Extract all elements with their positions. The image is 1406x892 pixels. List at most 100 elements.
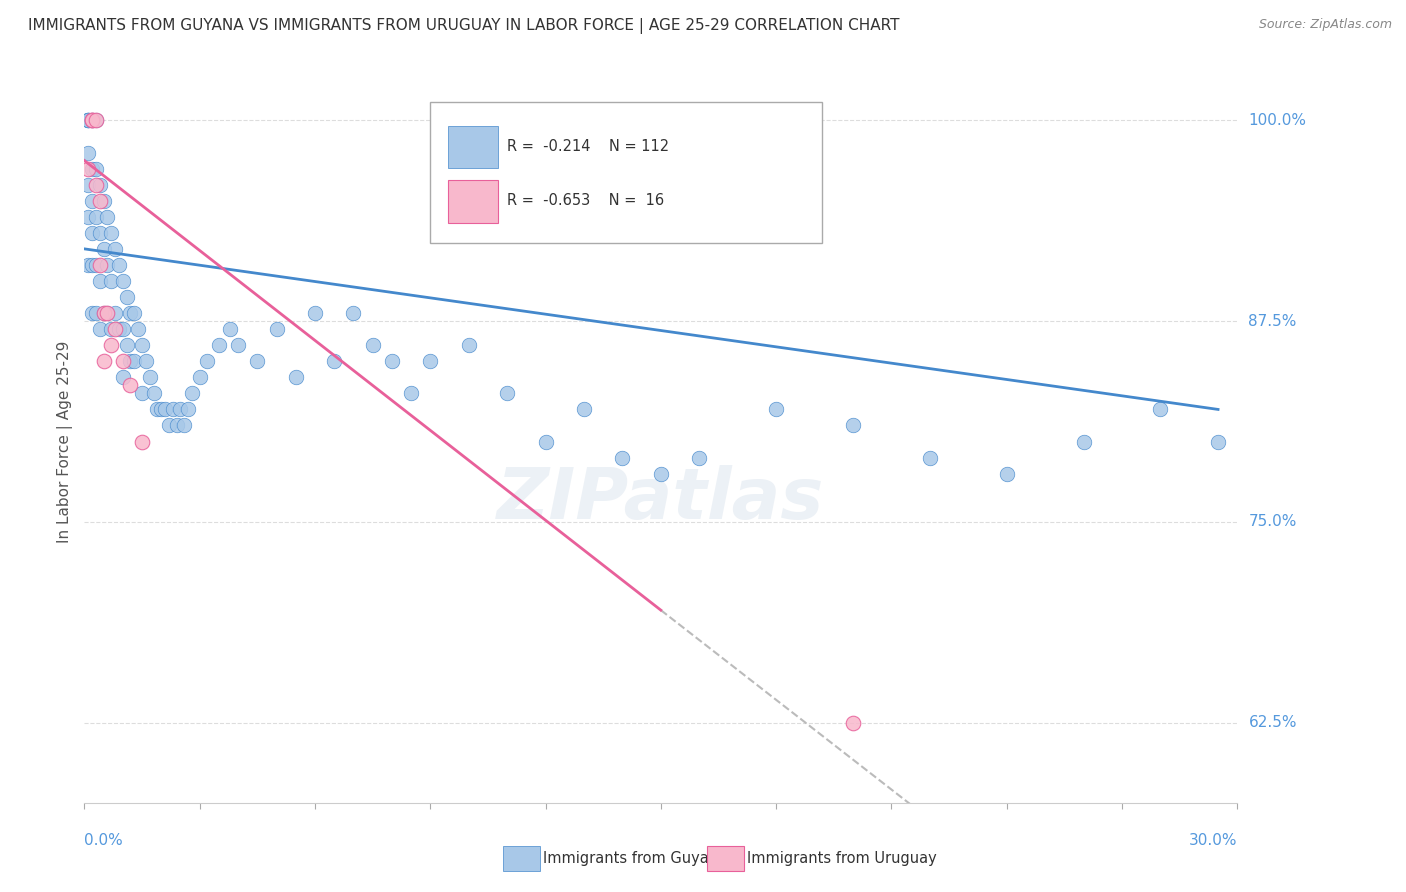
Y-axis label: In Labor Force | Age 25-29: In Labor Force | Age 25-29 — [58, 341, 73, 542]
Point — [120, 378, 142, 392]
Point — [80, 306, 103, 320]
Point — [84, 113, 107, 128]
Text: 87.5%: 87.5% — [1249, 314, 1296, 328]
Text: R =  -0.653    N =  16: R = -0.653 N = 16 — [508, 194, 665, 209]
Point — [153, 402, 176, 417]
Point — [93, 306, 115, 320]
Point — [89, 322, 111, 336]
Point — [108, 322, 131, 336]
Point — [124, 354, 146, 368]
Point — [100, 322, 122, 336]
Point — [77, 113, 100, 128]
Point — [77, 258, 100, 272]
Text: IMMIGRANTS FROM GUYANA VS IMMIGRANTS FROM URUGUAY IN LABOR FORCE | AGE 25-29 COR: IMMIGRANTS FROM GUYANA VS IMMIGRANTS FRO… — [28, 18, 900, 34]
Point — [84, 258, 107, 272]
Point — [124, 306, 146, 320]
Point — [842, 715, 865, 730]
Point — [572, 402, 595, 417]
Point — [361, 338, 384, 352]
Point — [131, 386, 153, 401]
Text: 0.0%: 0.0% — [84, 833, 124, 848]
Point — [150, 402, 173, 417]
Point — [93, 194, 115, 208]
Text: 75.0%: 75.0% — [1249, 515, 1296, 529]
Point — [226, 338, 249, 352]
Point — [104, 306, 127, 320]
Point — [104, 242, 127, 256]
Point — [208, 338, 231, 352]
Point — [188, 370, 211, 384]
Point — [381, 354, 404, 368]
Point — [89, 226, 111, 240]
Point — [84, 161, 107, 176]
Point — [995, 467, 1018, 481]
Point — [323, 354, 346, 368]
Point — [120, 354, 142, 368]
Point — [304, 306, 326, 320]
Text: Immigrants from Uruguay: Immigrants from Uruguay — [747, 852, 936, 866]
Point — [1149, 402, 1171, 417]
Point — [534, 434, 557, 449]
Point — [842, 418, 865, 433]
Point — [89, 178, 111, 192]
Point — [89, 194, 111, 208]
Point — [1073, 434, 1095, 449]
Text: ZIPatlas: ZIPatlas — [498, 465, 824, 533]
Point — [104, 322, 127, 336]
Text: 62.5%: 62.5% — [1249, 715, 1296, 730]
Point — [166, 418, 188, 433]
Point — [84, 306, 107, 320]
Point — [181, 386, 204, 401]
Point — [246, 354, 269, 368]
Point — [77, 113, 100, 128]
Point — [142, 386, 165, 401]
Point — [93, 354, 115, 368]
Point — [80, 113, 103, 128]
Point — [89, 274, 111, 288]
Point — [115, 290, 138, 304]
Point — [195, 354, 218, 368]
FancyBboxPatch shape — [447, 180, 498, 223]
Text: Immigrants from Guyana: Immigrants from Guyana — [543, 852, 727, 866]
Point — [496, 386, 519, 401]
Point — [284, 370, 307, 384]
Point — [111, 354, 134, 368]
Point — [457, 338, 479, 352]
Point — [146, 402, 169, 417]
Point — [100, 338, 122, 352]
Point — [219, 322, 242, 336]
Point — [96, 258, 118, 272]
Point — [131, 434, 153, 449]
FancyBboxPatch shape — [447, 126, 498, 169]
Point — [96, 306, 118, 320]
Point — [169, 402, 191, 417]
Text: R =  -0.214    N = 112: R = -0.214 N = 112 — [508, 139, 669, 154]
Point — [765, 402, 787, 417]
Text: 30.0%: 30.0% — [1189, 833, 1237, 848]
Point — [77, 113, 100, 128]
Point — [96, 210, 118, 224]
Point — [266, 322, 288, 336]
Point — [77, 113, 100, 128]
Point — [138, 370, 160, 384]
Text: 100.0%: 100.0% — [1249, 113, 1306, 128]
Point — [650, 467, 672, 481]
Point — [80, 194, 103, 208]
Point — [77, 178, 100, 192]
Point — [111, 370, 134, 384]
FancyBboxPatch shape — [430, 102, 823, 243]
Point — [162, 402, 184, 417]
Point — [115, 338, 138, 352]
Point — [108, 258, 131, 272]
Point — [89, 258, 111, 272]
Point — [77, 210, 100, 224]
Point — [135, 354, 157, 368]
Point — [80, 113, 103, 128]
Text: Source: ZipAtlas.com: Source: ZipAtlas.com — [1258, 18, 1392, 31]
Point — [100, 274, 122, 288]
Point — [84, 113, 107, 128]
Point — [177, 402, 200, 417]
Point — [80, 113, 103, 128]
Point — [342, 306, 364, 320]
Point — [80, 258, 103, 272]
